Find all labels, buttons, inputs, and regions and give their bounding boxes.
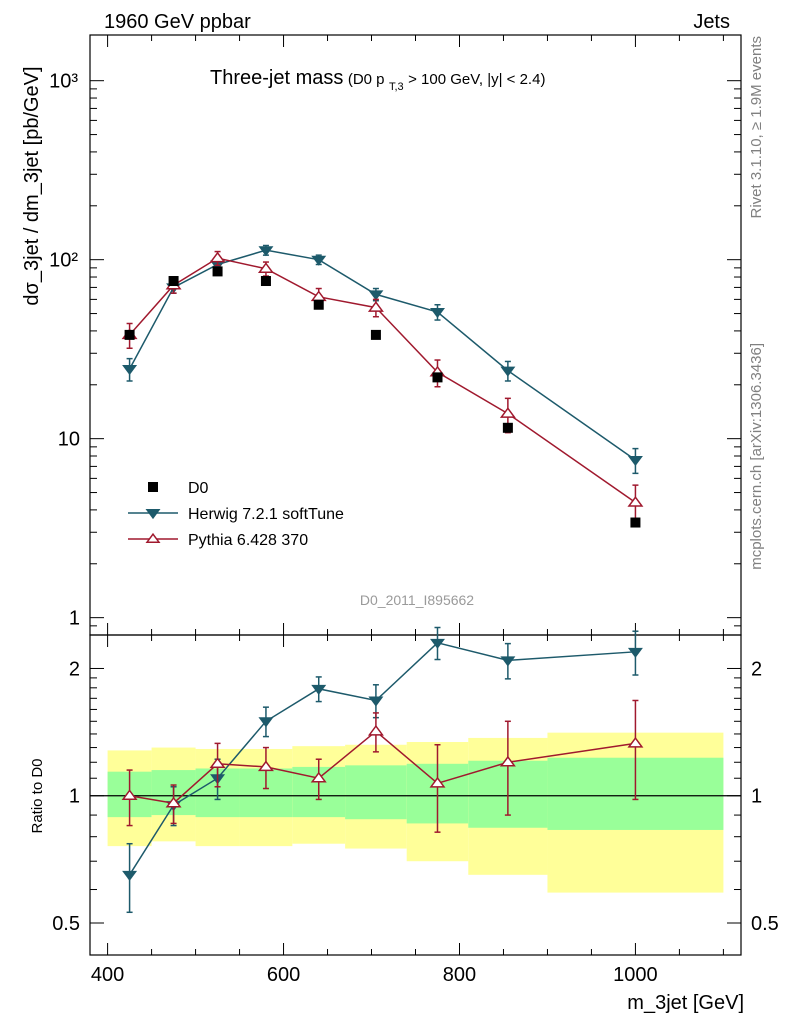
herwig-point (368, 290, 384, 301)
y-tick-label: 10³ (49, 71, 78, 93)
legend-label-pythia: Pythia 6.428 370 (188, 532, 308, 549)
herwig-point (258, 246, 274, 257)
pythia-ratio-point (429, 776, 446, 788)
pythia-point (499, 407, 516, 418)
side-mcplots-label: mcplots.cern.ch [arXiv:1306.3436] (748, 343, 765, 570)
d0-point (502, 422, 513, 433)
header-left: 1960 GeV ppbar (104, 11, 251, 33)
ratio-y-tick-label: 2 (69, 658, 80, 680)
pythia-ratio-point (367, 724, 384, 736)
herwig-line (128, 249, 636, 461)
d0-point (630, 517, 641, 528)
side-rivet-label: Rivet 3.1.10, ≥ 1.9M events (748, 36, 765, 219)
y-tick-label: 1 (69, 608, 80, 630)
legend: D0 Herwig 7.2.1 softTune Pythia 6.428 370 (128, 480, 344, 549)
legend-marker-d0 (148, 482, 158, 492)
x-tick-label: 400 (91, 964, 124, 986)
herwig-ratio-point (627, 647, 643, 658)
x-tick-label: 800 (443, 964, 476, 986)
plot-title-sub-subscript: T,3 (389, 81, 404, 93)
d0-point (260, 276, 271, 287)
ratio-ylabel: Ratio to D0 (29, 758, 46, 833)
d0-point (370, 329, 381, 340)
ratio-y-tick-label: 1 (69, 786, 80, 808)
pythia-line (129, 257, 636, 504)
herwig-ratio-point (311, 684, 327, 695)
herwig-point (122, 365, 138, 376)
pythia-ratio-point (310, 771, 327, 783)
y-tick-label: 10 (58, 429, 80, 451)
legend-label-herwig: Herwig 7.2.1 softTune (188, 506, 344, 523)
d0-point (124, 329, 135, 340)
herwig-point (627, 456, 643, 467)
legend-marker-herwig (145, 509, 161, 520)
pythia-ratio-point (209, 757, 226, 769)
main-ylabel: dσ_3jet / dm_3jet [pb/GeV] (21, 66, 43, 305)
pythia-ratio-point (499, 755, 516, 767)
legend-label-d0: D0 (188, 480, 209, 497)
ratio-band-inner (345, 765, 407, 820)
x-axis-label: m_3jet [GeV] (627, 992, 744, 1014)
herwig-ratio-point (122, 870, 138, 881)
y-tick-label: 10² (49, 250, 78, 272)
x-tick-label: 1000 (613, 964, 658, 986)
pythia-ratio-point (165, 796, 182, 808)
plot-title-main: Three-jet mass (210, 67, 343, 89)
legend-marker-pythia (145, 532, 161, 543)
herwig-ratio-point (500, 656, 516, 667)
herwig-ratio-point (258, 717, 274, 728)
main-plot: 1 10 10² 10³ (49, 34, 742, 636)
ratio-y-tick-label-right: 2 (751, 658, 762, 680)
d0-point (168, 276, 179, 287)
herwig-point (311, 255, 327, 266)
pythia-point (367, 301, 384, 312)
header-right: Jets (693, 11, 730, 33)
herwig-point (430, 308, 445, 319)
pythia-ratio-point (627, 736, 644, 748)
x-tick-label: 600 (267, 964, 300, 986)
herwig-ratio-point (430, 638, 445, 649)
d0-point (432, 372, 443, 383)
herwig-point (500, 366, 516, 377)
pythia-point (209, 251, 226, 263)
d0-point (313, 299, 324, 310)
plot-title: Three-jet mass (D0 p T,3 > 100 GeV, |y| … (210, 67, 545, 94)
pythia-point (310, 290, 327, 302)
ratio-plot: 400 600 800 1000 0.5 0.5 1 1 2 2 (52, 626, 779, 986)
pythia-point (627, 495, 644, 507)
ratio-y-tick-label-right: 1 (751, 786, 762, 808)
plot-title-sub-suffix: > 100 GeV, |y| < 2.4) (408, 71, 545, 88)
analysis-watermark: D0_2011_I895662 (360, 592, 474, 608)
pythia-point (257, 262, 274, 273)
ratio-bands (107, 732, 724, 893)
d0-point (212, 266, 223, 277)
pythia-ratio-point (257, 760, 274, 772)
ratio-y-tick-label-right: 0.5 (751, 913, 779, 935)
pythia-ratio-point (121, 789, 138, 800)
ratio-y-tick-label: 0.5 (52, 913, 80, 935)
plot-title-sub-prefix: (D0 p (348, 71, 385, 88)
herwig-ratio-point (368, 696, 384, 707)
